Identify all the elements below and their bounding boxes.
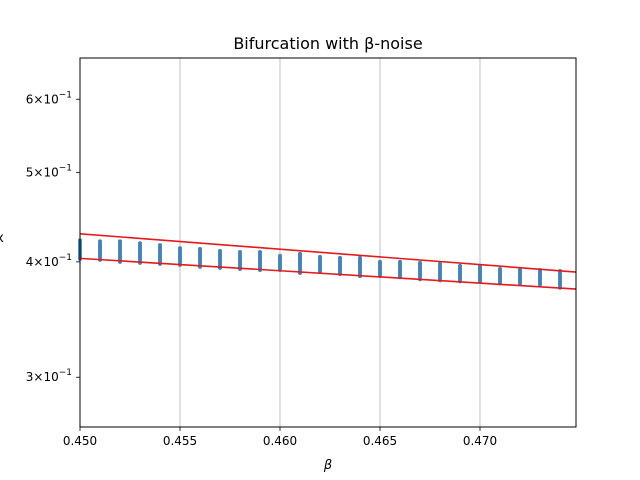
chart-title: Bifurcation with β-noise <box>233 34 422 53</box>
bound-line <box>79 233 577 273</box>
bound-line <box>79 257 577 290</box>
x-axis: 0.450 0.455 0.460 0.465 0.470 <box>63 427 497 448</box>
plot-area <box>80 58 576 427</box>
grid-layer <box>179 58 481 427</box>
x-tick-label: 0.460 <box>263 434 297 448</box>
y-tick-label: 6×10−1 <box>26 90 72 106</box>
data-point <box>518 281 522 286</box>
plot-frame <box>79 57 577 428</box>
y-tick-label: 3×10−1 <box>26 368 72 384</box>
x-tick-label: 0.465 <box>363 434 397 448</box>
y-tick-label: 4×10−1 <box>26 253 72 269</box>
x-axis-label: β <box>323 458 332 473</box>
x-tick-label: 0.455 <box>163 434 197 448</box>
lines-layer <box>79 233 577 290</box>
y-axis: 3×10−1 4×10−1 5×10−1 6×10−1 <box>26 90 80 384</box>
data-point <box>538 282 542 287</box>
y-tick-label: 5×10−1 <box>26 163 72 179</box>
y-axis-label: x <box>0 231 4 246</box>
x-tick-label: 0.470 <box>463 434 497 448</box>
x-tick-label: 0.450 <box>63 434 97 448</box>
